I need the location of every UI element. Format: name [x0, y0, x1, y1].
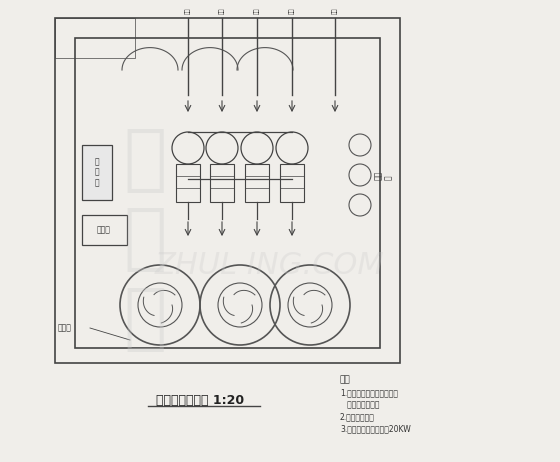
- Bar: [55, 18, 135, 58]
- Text: 集水井: 集水井: [58, 323, 72, 333]
- Text: 池身给水管一致: 池身给水管一致: [340, 400, 380, 409]
- Text: 给水: 给水: [185, 7, 191, 14]
- Bar: [280, 164, 304, 202]
- Text: 3.考虑足够电源设备的20KW: 3.考虑足够电源设备的20KW: [340, 424, 410, 433]
- Text: 给水: 给水: [332, 7, 338, 14]
- Bar: [82, 215, 127, 245]
- Bar: [75, 38, 380, 348]
- Text: 2.考虑机房通风: 2.考虑机房通风: [340, 412, 375, 421]
- Text: 补水箱: 补水箱: [97, 225, 111, 235]
- Bar: [55, 18, 400, 363]
- Text: ZHUL ING.COM: ZHUL ING.COM: [155, 250, 385, 280]
- Bar: [245, 164, 269, 202]
- Text: 注：: 注：: [340, 375, 351, 384]
- Text: 给水: 给水: [219, 7, 225, 14]
- Bar: [176, 164, 200, 202]
- Bar: [82, 145, 112, 200]
- Bar: [210, 164, 234, 202]
- Text: 给水: 给水: [289, 7, 295, 14]
- Text: 机房平面布置图 1:20: 机房平面布置图 1:20: [156, 394, 244, 407]
- Text: 控
制
柜: 控 制 柜: [95, 157, 99, 187]
- Text: 投药
器: 投药 器: [374, 170, 393, 180]
- Text: 回水: 回水: [254, 7, 260, 14]
- Text: 1.机房给水管预留孔高度与: 1.机房给水管预留孔高度与: [340, 388, 398, 397]
- Text: 筑
龙
網: 筑 龙 網: [123, 126, 167, 354]
